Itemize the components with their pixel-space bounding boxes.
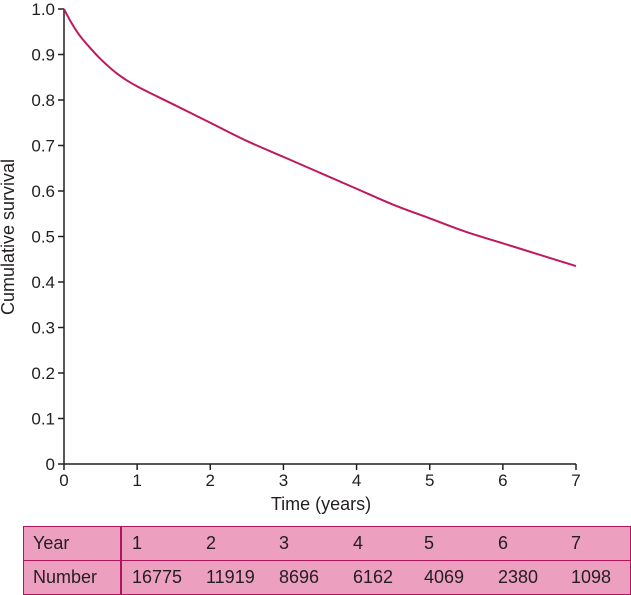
y-tick-label: 0.5 (31, 228, 55, 247)
number-row: Number 16775 11919 8696 6162 4069 2380 1… (24, 561, 630, 594)
y-tick-label: 0.4 (31, 273, 55, 292)
survival-curve (63, 8, 577, 268)
y-tick-label: 0.7 (31, 137, 55, 156)
number-cell: 8696 (279, 567, 320, 587)
year-cell: 5 (424, 533, 435, 553)
y-tick-label: 0.6 (31, 182, 55, 201)
year-cell: 4 (353, 533, 364, 553)
y-axis-label: Cumulative survival (0, 159, 18, 315)
year-row-header: Year (33, 533, 70, 553)
x-tick-label: 7 (571, 471, 580, 490)
x-axis-label: Time (years) (271, 494, 371, 514)
x-tick-label: 2 (206, 471, 215, 490)
number-cell: 4069 (424, 567, 465, 587)
y-tick-label: 0.9 (31, 46, 55, 65)
year-cell: 1 (132, 533, 143, 553)
table-divider (120, 527, 122, 594)
year-cell: 2 (206, 533, 217, 553)
number-cell: 16775 (132, 567, 183, 587)
x-tick-label: 6 (498, 471, 507, 490)
year-row: Year 1 2 3 4 5 6 7 (24, 527, 630, 561)
y-tick-label: 0 (46, 455, 55, 474)
number-cell: 1098 (571, 567, 612, 587)
x-tick-label: 0 (59, 471, 68, 490)
survival-chart: 00.10.20.30.40.50.60.70.80.91.00 1 2 3 4 5 6 7 … (0, 0, 581, 514)
x-tick-label: 1 (132, 471, 141, 490)
year-cell: 6 (498, 533, 509, 553)
number-cell: 11919 (206, 567, 255, 587)
x-tick-label: 4 (352, 471, 361, 490)
y-tick-label: 1.0 (31, 0, 55, 19)
number-row-header: Number (33, 567, 98, 587)
x-tick-label: 5 (425, 471, 434, 490)
ticks: 0 0.1 0.2 0.3 0.4 0.5 0.6 0.7 0.8 0.9 1.0 0 1 2 3 4 5 6 7 (31, 0, 580, 490)
y-tick-label: 0.1 (31, 410, 55, 429)
x-tick-label: 3 (279, 471, 288, 490)
year-cell: 3 (279, 533, 290, 553)
y-tick-label: 0.2 (31, 364, 55, 383)
y-tick-label: 0.8 (31, 91, 55, 110)
number-cell: 2380 (498, 567, 539, 587)
number-at-risk-table: Year 1 2 3 4 5 6 7 Number 16775 11919 86… (23, 526, 631, 595)
number-cell: 6162 (353, 567, 394, 587)
y-tick-label: 0.3 (31, 319, 55, 338)
year-cell: 7 (571, 533, 582, 553)
axes (63, 9, 576, 465)
